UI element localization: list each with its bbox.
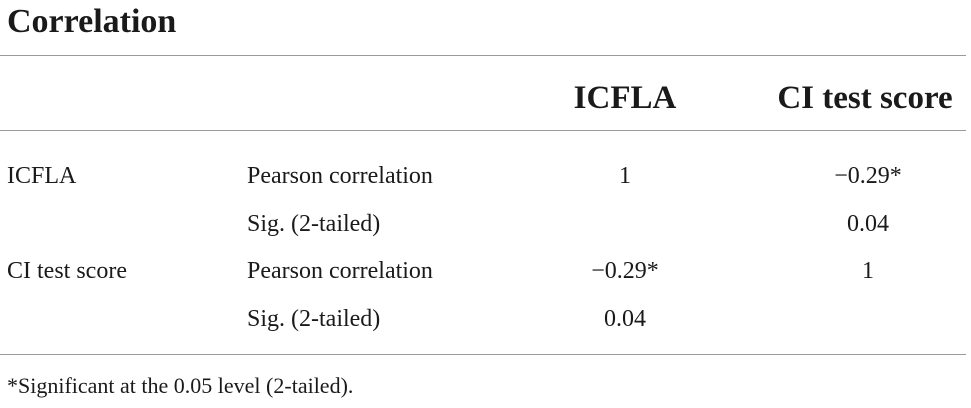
table-cell: 0.04	[847, 211, 889, 237]
bottom-rule	[0, 354, 966, 355]
table-cell: 1	[619, 163, 631, 189]
table-cell: −0.29*	[591, 258, 659, 284]
row-variable-icfla: ICFLA	[7, 163, 77, 189]
top-rule	[0, 55, 966, 56]
table-cell: 0.04	[604, 306, 646, 332]
header-rule	[0, 130, 966, 131]
table-footnote: *Significant at the 0.05 level (2-tailed…	[7, 373, 354, 398]
table-cell: −0.29*	[834, 163, 902, 189]
stat-label: Sig. (2-tailed)	[247, 211, 381, 237]
column-header-icfla: ICFLA	[573, 80, 677, 116]
table-title: Correlation	[7, 3, 177, 40]
stat-label: Sig. (2-tailed)	[247, 306, 381, 332]
table-cell: 1	[862, 258, 874, 284]
stat-label: Pearson correlation	[247, 258, 433, 284]
row-variable-ci-test-score: CI test score	[7, 258, 127, 284]
column-header-ci-test-score: CI test score	[777, 80, 953, 116]
stat-label: Pearson correlation	[247, 163, 433, 189]
